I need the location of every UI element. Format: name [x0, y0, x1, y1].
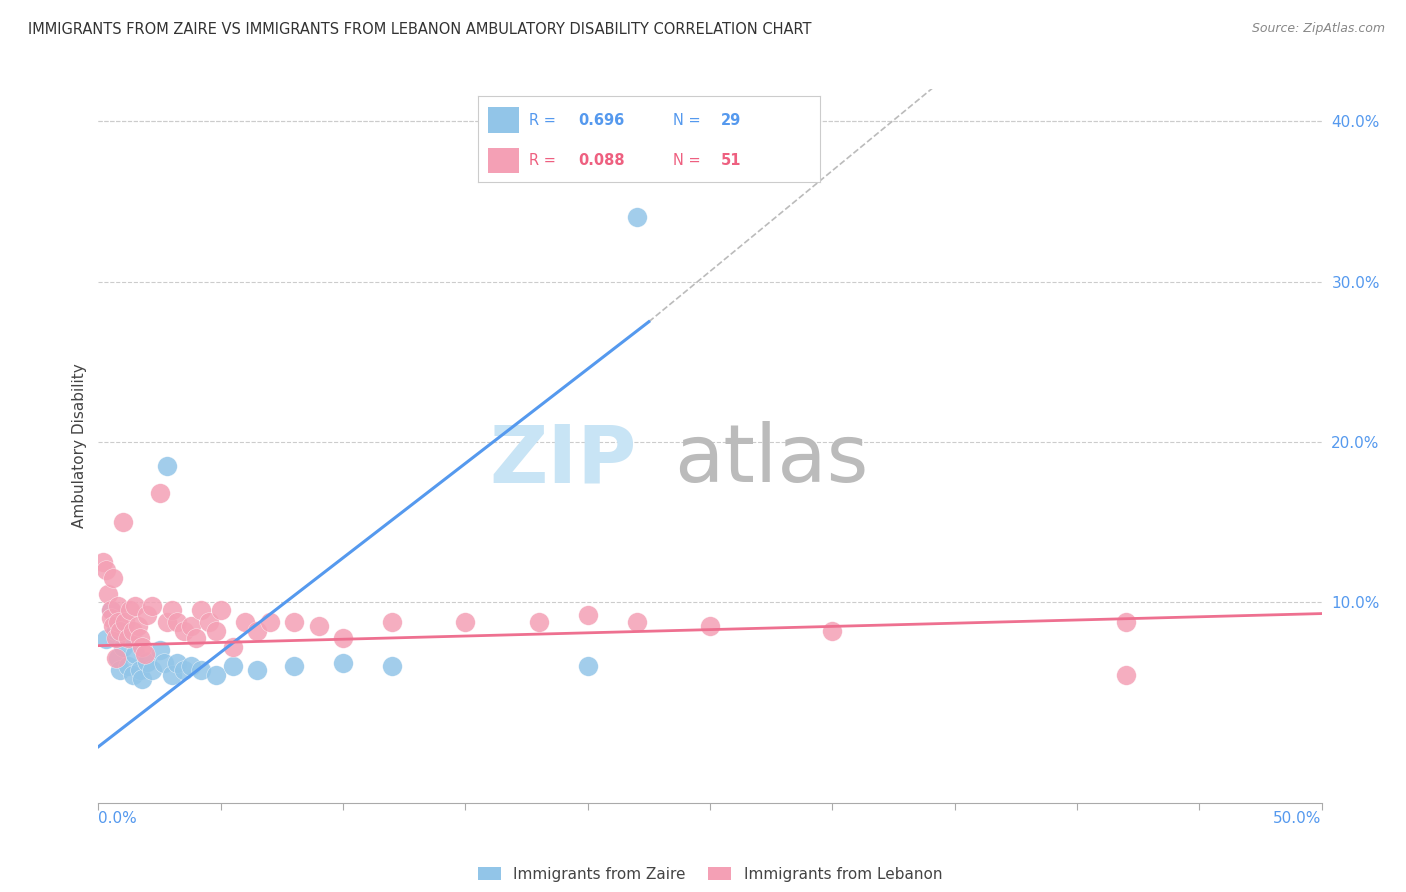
Point — [246, 663, 269, 677]
Point — [332, 657, 354, 671]
Point — [205, 624, 228, 639]
Point — [131, 640, 153, 655]
Point — [1115, 615, 1137, 629]
Y-axis label: Ambulatory Disability: Ambulatory Disability — [72, 364, 87, 528]
Point — [91, 555, 114, 569]
Point — [136, 655, 159, 669]
Text: atlas: atlas — [673, 421, 869, 500]
Point — [110, 624, 132, 639]
Point — [381, 659, 404, 673]
Point — [209, 603, 232, 617]
Point — [100, 603, 122, 617]
Point — [107, 615, 129, 629]
Text: Source: ZipAtlas.com: Source: ZipAtlas.com — [1251, 22, 1385, 36]
Text: ZIP: ZIP — [489, 421, 637, 500]
Legend: Immigrants from Zaire, Immigrants from Lebanon: Immigrants from Zaire, Immigrants from L… — [472, 861, 948, 888]
Point — [626, 211, 648, 225]
Point — [576, 659, 599, 673]
Point — [111, 515, 134, 529]
Point — [173, 663, 195, 677]
Point — [156, 615, 179, 629]
Point — [381, 615, 404, 629]
Point — [104, 631, 127, 645]
Point — [111, 640, 134, 655]
Point — [124, 647, 146, 661]
Point — [173, 624, 195, 639]
Point — [190, 663, 212, 677]
Point — [283, 659, 305, 673]
Point — [153, 657, 176, 671]
Point — [308, 619, 330, 633]
Point — [114, 615, 136, 629]
Point — [222, 659, 245, 673]
Point — [205, 667, 228, 681]
Point — [190, 603, 212, 617]
Point — [110, 663, 132, 677]
Point — [180, 659, 202, 673]
Point — [101, 571, 124, 585]
Point — [246, 624, 269, 639]
Point — [129, 663, 152, 677]
Point — [259, 615, 281, 629]
Text: 50.0%: 50.0% — [1274, 811, 1322, 826]
Point — [97, 587, 120, 601]
Point — [527, 615, 550, 629]
Point — [454, 615, 477, 629]
Point — [121, 624, 143, 639]
Point — [141, 663, 163, 677]
Point — [134, 647, 156, 661]
Point — [180, 619, 202, 633]
Point — [149, 486, 172, 500]
Point — [160, 603, 183, 617]
Point — [94, 563, 117, 577]
Point — [117, 631, 139, 645]
Point — [121, 667, 143, 681]
Point — [186, 631, 208, 645]
Point — [699, 619, 721, 633]
Text: IMMIGRANTS FROM ZAIRE VS IMMIGRANTS FROM LEBANON AMBULATORY DISABILITY CORRELATI: IMMIGRANTS FROM ZAIRE VS IMMIGRANTS FROM… — [28, 22, 811, 37]
Point — [100, 603, 122, 617]
Point — [166, 615, 188, 629]
Point — [141, 599, 163, 613]
Text: 0.0%: 0.0% — [98, 811, 138, 826]
Point — [156, 458, 179, 473]
Point — [124, 599, 146, 613]
Point — [104, 651, 127, 665]
Point — [127, 619, 149, 633]
Point — [120, 603, 142, 617]
Point — [136, 608, 159, 623]
Point — [626, 615, 648, 629]
Point — [94, 632, 117, 647]
Point — [101, 619, 124, 633]
Point — [283, 615, 305, 629]
Point — [129, 631, 152, 645]
Point — [576, 608, 599, 623]
Point — [149, 643, 172, 657]
Point — [131, 673, 153, 687]
Point — [117, 659, 139, 673]
Point — [233, 615, 256, 629]
Point — [222, 640, 245, 655]
Point — [100, 611, 122, 625]
Point — [107, 651, 129, 665]
Point — [107, 599, 129, 613]
Point — [160, 667, 183, 681]
Point — [104, 624, 127, 639]
Point — [332, 631, 354, 645]
Point — [166, 657, 188, 671]
Point — [197, 615, 219, 629]
Point — [1115, 667, 1137, 681]
Point — [821, 624, 844, 639]
